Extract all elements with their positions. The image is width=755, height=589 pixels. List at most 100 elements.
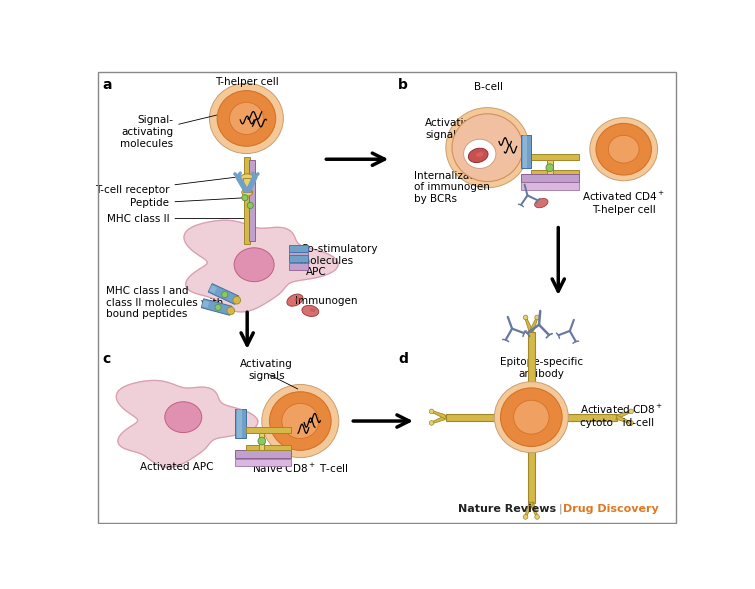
- Text: Peptide: Peptide: [131, 198, 243, 208]
- FancyBboxPatch shape: [246, 427, 291, 432]
- Polygon shape: [431, 411, 447, 420]
- Text: Epitope-specific
antibody: Epitope-specific antibody: [500, 357, 583, 379]
- Polygon shape: [528, 332, 535, 384]
- Text: Activating
signals: Activating signals: [425, 118, 498, 140]
- Circle shape: [227, 307, 235, 315]
- Text: Immunogen: Immunogen: [295, 296, 357, 306]
- FancyBboxPatch shape: [237, 409, 242, 438]
- Polygon shape: [528, 317, 538, 333]
- FancyBboxPatch shape: [288, 244, 308, 252]
- Text: Naive CD8$^+$ T-cell: Naive CD8$^+$ T-cell: [252, 462, 349, 475]
- Ellipse shape: [270, 392, 331, 450]
- Text: b: b: [398, 78, 408, 92]
- Circle shape: [523, 515, 528, 519]
- Text: Co-stimulatory
molecules: Co-stimulatory molecules: [300, 244, 378, 266]
- Text: MHC class I and
class II molecules with
bound peptides: MHC class I and class II molecules with …: [106, 286, 223, 319]
- Text: |: |: [558, 504, 562, 514]
- Ellipse shape: [468, 148, 488, 163]
- Circle shape: [523, 315, 528, 320]
- Polygon shape: [202, 300, 209, 308]
- FancyBboxPatch shape: [288, 263, 308, 270]
- FancyBboxPatch shape: [288, 256, 308, 263]
- FancyBboxPatch shape: [520, 183, 579, 190]
- Polygon shape: [565, 413, 617, 421]
- Circle shape: [247, 203, 254, 209]
- FancyBboxPatch shape: [523, 135, 527, 168]
- Ellipse shape: [464, 139, 496, 168]
- Circle shape: [535, 515, 539, 519]
- Ellipse shape: [242, 188, 253, 196]
- Ellipse shape: [262, 385, 339, 458]
- Ellipse shape: [287, 294, 303, 306]
- Ellipse shape: [234, 248, 274, 282]
- Ellipse shape: [452, 114, 523, 181]
- Text: d: d: [398, 352, 408, 366]
- Text: Drug Discovery: Drug Discovery: [563, 504, 658, 514]
- FancyBboxPatch shape: [235, 450, 291, 458]
- Text: c: c: [103, 352, 111, 366]
- Ellipse shape: [282, 403, 319, 439]
- Polygon shape: [528, 502, 538, 517]
- Circle shape: [222, 292, 228, 297]
- Ellipse shape: [501, 388, 562, 446]
- FancyBboxPatch shape: [520, 135, 532, 168]
- Ellipse shape: [535, 198, 548, 208]
- Text: T-cell receptor: T-cell receptor: [95, 177, 236, 195]
- Ellipse shape: [609, 135, 639, 163]
- Text: a: a: [103, 78, 112, 92]
- Ellipse shape: [302, 306, 319, 316]
- Text: APC: APC: [306, 267, 326, 277]
- Polygon shape: [431, 415, 447, 424]
- Text: B-cell: B-cell: [474, 82, 504, 92]
- Circle shape: [258, 437, 266, 445]
- FancyBboxPatch shape: [235, 459, 291, 466]
- Circle shape: [546, 164, 553, 171]
- Circle shape: [535, 315, 539, 320]
- Circle shape: [215, 305, 221, 310]
- Ellipse shape: [596, 124, 652, 175]
- FancyBboxPatch shape: [532, 170, 579, 176]
- Polygon shape: [209, 285, 217, 293]
- Text: MHC class II: MHC class II: [106, 214, 250, 223]
- Circle shape: [430, 421, 434, 425]
- FancyBboxPatch shape: [532, 154, 579, 160]
- FancyBboxPatch shape: [288, 253, 308, 259]
- Polygon shape: [525, 502, 534, 517]
- Text: Activated CD4$^+$
T-helper cell: Activated CD4$^+$ T-helper cell: [582, 190, 665, 215]
- Text: Activated APC: Activated APC: [140, 462, 214, 472]
- Polygon shape: [616, 411, 631, 420]
- FancyBboxPatch shape: [547, 160, 553, 176]
- Ellipse shape: [310, 308, 316, 312]
- Circle shape: [629, 421, 633, 425]
- Polygon shape: [202, 299, 232, 315]
- Ellipse shape: [476, 152, 483, 157]
- FancyBboxPatch shape: [244, 157, 250, 244]
- FancyBboxPatch shape: [235, 409, 246, 438]
- Circle shape: [233, 296, 241, 304]
- Circle shape: [629, 409, 633, 413]
- Ellipse shape: [209, 83, 283, 154]
- Circle shape: [242, 194, 248, 201]
- Polygon shape: [616, 415, 631, 424]
- Ellipse shape: [240, 174, 254, 183]
- FancyBboxPatch shape: [243, 178, 251, 193]
- Circle shape: [430, 409, 434, 413]
- Text: Signal-
activating
molecules: Signal- activating molecules: [120, 111, 232, 148]
- Polygon shape: [528, 450, 535, 502]
- Ellipse shape: [513, 401, 549, 434]
- Polygon shape: [525, 317, 534, 333]
- Text: T-helper cell: T-helper cell: [215, 77, 279, 87]
- Ellipse shape: [165, 402, 202, 432]
- Text: Nature Reviews: Nature Reviews: [458, 504, 556, 514]
- Ellipse shape: [446, 108, 529, 188]
- FancyBboxPatch shape: [520, 174, 579, 181]
- Ellipse shape: [230, 102, 263, 134]
- Text: Internalization
of immunogen
by BCRs: Internalization of immunogen by BCRs: [414, 171, 489, 204]
- Polygon shape: [446, 413, 498, 421]
- FancyBboxPatch shape: [259, 432, 264, 450]
- Polygon shape: [208, 284, 239, 305]
- Polygon shape: [116, 380, 257, 467]
- FancyBboxPatch shape: [249, 160, 255, 241]
- Polygon shape: [184, 220, 338, 312]
- Ellipse shape: [294, 297, 300, 302]
